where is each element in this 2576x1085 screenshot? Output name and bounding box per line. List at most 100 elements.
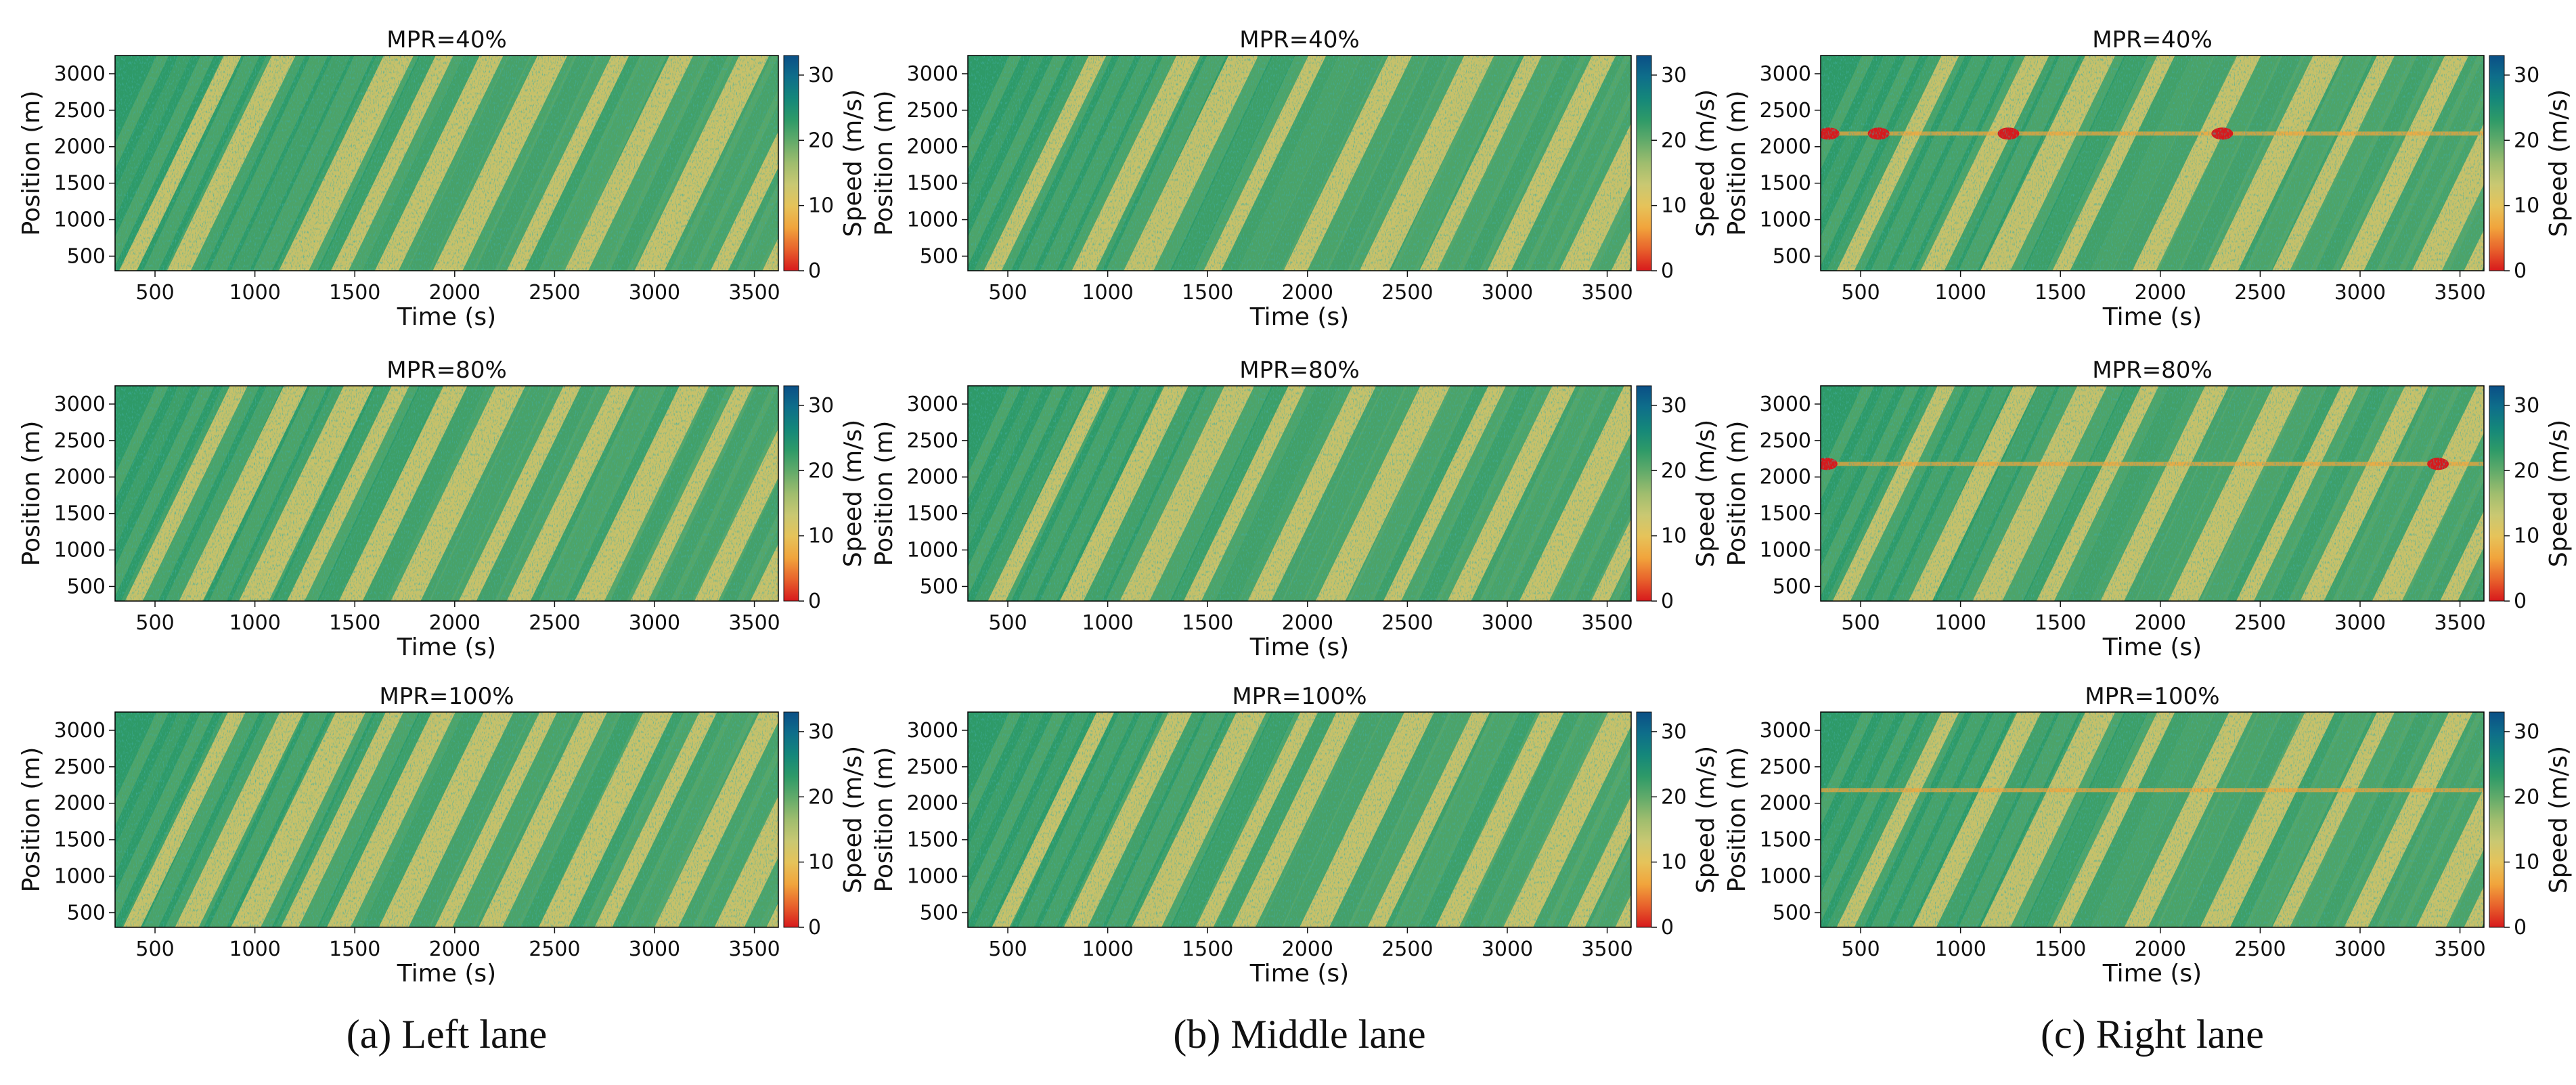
x-tick-label: 3500 bbox=[2434, 611, 2485, 635]
plot-frame bbox=[1820, 711, 2485, 928]
y-tick-label: 2000 bbox=[1760, 466, 1811, 489]
x-tick-label: 2500 bbox=[2234, 281, 2286, 305]
y-tick-label: 3000 bbox=[54, 719, 106, 743]
y-tick-label: 1000 bbox=[1760, 208, 1811, 232]
colorbar-tick-label: 0 bbox=[2514, 259, 2527, 283]
y-tick-label: 500 bbox=[920, 244, 958, 268]
panel-title: MPR=80% bbox=[1239, 357, 1360, 384]
y-tick-label: 1000 bbox=[54, 208, 106, 232]
y-tick-label: 1000 bbox=[907, 539, 958, 562]
y-tick-label: 2500 bbox=[1760, 99, 1811, 123]
y-axis-label: Position (m) bbox=[18, 91, 45, 236]
y-tick-label: 1500 bbox=[907, 828, 958, 852]
x-tick-label: 2000 bbox=[1282, 611, 1333, 635]
y-tick-label: 1500 bbox=[54, 828, 106, 852]
colorbar-tick-label: 0 bbox=[808, 590, 821, 613]
x-tick-label: 2000 bbox=[1282, 937, 1333, 961]
x-tick-label: 500 bbox=[135, 611, 174, 635]
x-tick-label: 2500 bbox=[529, 281, 580, 305]
chart-panel-left-80: 500 1000 1500 2000 2500 3000 3500 500 1000 1500 20… bbox=[18, 357, 867, 661]
x-tick-label: 500 bbox=[1841, 611, 1880, 635]
x-tick-label: 1500 bbox=[2035, 937, 2086, 961]
y-axis-label: Position (m) bbox=[1723, 421, 1751, 567]
x-tick-label: 1500 bbox=[1182, 281, 1233, 305]
x-tick-label: 1500 bbox=[329, 937, 380, 961]
colorbar-tick-label: 20 bbox=[2514, 785, 2539, 809]
y-tick-label: 3000 bbox=[907, 62, 958, 86]
plot-frame bbox=[114, 55, 779, 271]
heatmap-area bbox=[968, 386, 1631, 601]
x-tick-label: 1000 bbox=[1082, 281, 1133, 305]
heatmap-area bbox=[968, 56, 1631, 271]
y-tick-label: 2000 bbox=[907, 792, 958, 816]
heatmap-area bbox=[115, 56, 778, 271]
colorbar-tick-label: 30 bbox=[1661, 64, 1687, 87]
y-tick-label: 1500 bbox=[1760, 828, 1811, 852]
colorbar-label: Speed (m/s) bbox=[1692, 746, 1720, 893]
colorbar-tick-label: 0 bbox=[1661, 916, 1674, 939]
x-tick-label: 3000 bbox=[2334, 611, 2386, 635]
y-tick-label: 500 bbox=[67, 244, 106, 268]
x-axis-label: Time (s) bbox=[397, 303, 496, 331]
colorbar-tick-label: 0 bbox=[2514, 916, 2527, 939]
x-tick-label: 2000 bbox=[429, 937, 481, 961]
x-tick-label: 1500 bbox=[329, 611, 380, 635]
y-tick-label: 2500 bbox=[54, 99, 106, 123]
colorbar-tick-label: 30 bbox=[808, 720, 834, 744]
colorbar-tick-label: 10 bbox=[2514, 194, 2539, 218]
caption-c: (c) Right lane bbox=[2041, 1012, 2264, 1057]
x-tick-label: 500 bbox=[1841, 281, 1880, 305]
x-tick-label: 2000 bbox=[2135, 937, 2186, 961]
colorbar-tick-label: 10 bbox=[1661, 851, 1687, 874]
speed-texture bbox=[1821, 712, 2484, 927]
x-tick-label: 500 bbox=[988, 611, 1027, 635]
x-tick-label: 1000 bbox=[229, 611, 280, 635]
x-tick-label: 3000 bbox=[2334, 937, 2386, 961]
colorbar-gradient bbox=[1636, 711, 1652, 928]
colorbar-tick-label: 0 bbox=[1661, 590, 1674, 613]
speed-texture bbox=[968, 56, 1631, 271]
chart-panel-middle-40: 500 1000 1500 2000 2500 3000 3500 500 1000 1500 20… bbox=[870, 26, 1720, 331]
y-tick-label: 1500 bbox=[1760, 502, 1811, 526]
x-tick-label: 2000 bbox=[429, 611, 481, 635]
y-axis-label: Position (m) bbox=[870, 91, 898, 236]
colorbar-label: Speed (m/s) bbox=[2545, 89, 2573, 237]
x-tick-label: 1000 bbox=[1934, 937, 1986, 961]
x-tick-label: 3000 bbox=[1482, 281, 1533, 305]
x-tick-label: 1000 bbox=[1082, 611, 1133, 635]
x-tick-label: 3000 bbox=[2334, 281, 2386, 305]
chart-panel-left-100: 500 1000 1500 2000 2500 3000 3500 500 1000 1500 20… bbox=[18, 683, 867, 988]
x-tick-label: 3000 bbox=[629, 611, 680, 635]
y-tick-label: 2000 bbox=[54, 466, 106, 489]
y-tick-label: 500 bbox=[67, 901, 106, 925]
y-tick-label: 2000 bbox=[54, 135, 106, 159]
panel-title: MPR=80% bbox=[386, 357, 507, 384]
y-tick-label: 2500 bbox=[54, 429, 106, 453]
y-tick-label: 2000 bbox=[1760, 135, 1811, 159]
x-tick-label: 2500 bbox=[2234, 937, 2286, 961]
x-axis-label: Time (s) bbox=[397, 960, 496, 988]
chart-panel-right-40: 500 1000 1500 2000 2500 3000 3500 500 1000 1500 20… bbox=[1723, 26, 2573, 331]
y-tick-label: 1500 bbox=[54, 172, 106, 196]
x-tick-label: 500 bbox=[988, 937, 1027, 961]
colorbar-tick-label: 30 bbox=[808, 394, 834, 418]
y-tick-label: 1000 bbox=[1760, 865, 1811, 889]
colorbar-tick-label: 20 bbox=[1661, 459, 1687, 483]
colorbar-tick-label: 0 bbox=[808, 259, 821, 283]
speed-texture bbox=[115, 56, 778, 271]
colorbar-tick-label: 10 bbox=[808, 194, 834, 218]
colorbar-tick-label: 10 bbox=[1661, 194, 1687, 218]
heatmap-area bbox=[115, 712, 778, 927]
colorbar-label: Speed (m/s) bbox=[2545, 746, 2573, 893]
panel-title: MPR=100% bbox=[1232, 683, 1367, 710]
panel-title: MPR=100% bbox=[2085, 683, 2219, 710]
y-tick-label: 500 bbox=[920, 901, 958, 925]
y-tick-label: 3000 bbox=[1760, 393, 1811, 416]
caption-b: (b) Middle lane bbox=[1173, 1012, 1425, 1057]
x-tick-label: 1500 bbox=[1182, 611, 1233, 635]
